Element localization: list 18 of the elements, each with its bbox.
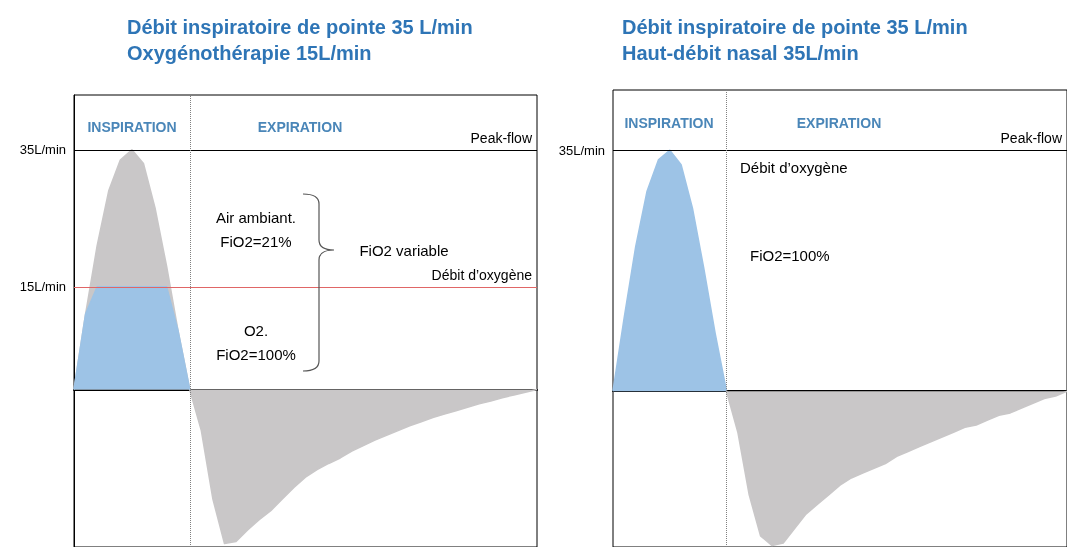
chart-subtitle: Haut-débit nasal 35L/min <box>622 42 859 64</box>
annotation: EXPIRATION <box>257 119 343 135</box>
ref-line-label: Peak-flow <box>1000 130 1063 147</box>
chart-subtitle: Oxygénothérapie 15L/min <box>127 42 372 64</box>
annotation: Débit d’oxygène <box>740 158 848 176</box>
chart-title: Débit inspiratoire de pointe 35 L/min <box>127 16 473 38</box>
ref-line-label: Débit d’oxygène <box>431 266 533 283</box>
ref-line-label: Peak-flow <box>470 129 533 146</box>
y-tick-label: 15L/min <box>19 279 66 295</box>
annotation: O2. FiO2=100% <box>216 321 296 363</box>
text: 35L/min <box>558 142 605 158</box>
chart-title: Débit inspiratoire de pointe 35 L/min <box>622 16 968 38</box>
text: INSPIRATION <box>624 115 714 131</box>
text: EXPIRATION <box>796 115 882 131</box>
annotation: INSPIRATION <box>87 119 177 135</box>
annotation: Air ambiant. FiO2=21% <box>215 208 297 250</box>
annotation: FiO2=100% <box>750 246 830 264</box>
annotation: FiO2 variable <box>359 241 449 259</box>
